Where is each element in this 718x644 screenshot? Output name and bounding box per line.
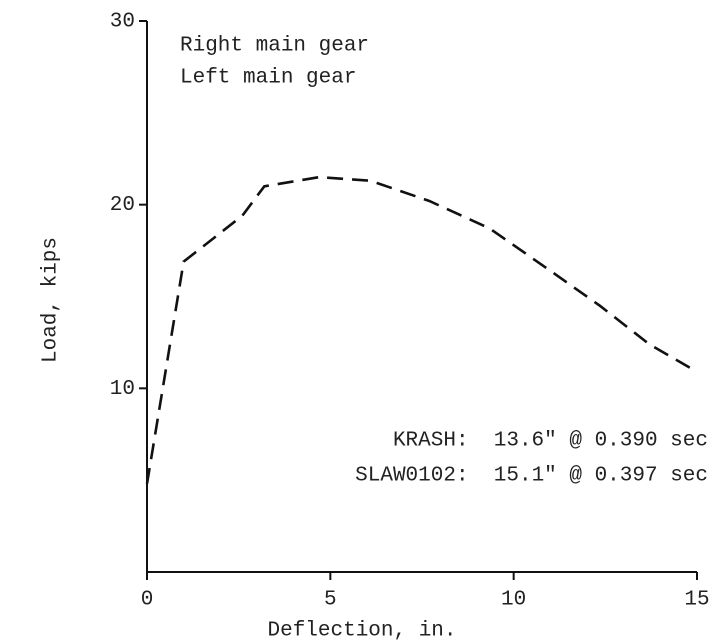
x-tick-label: 5 <box>324 589 337 612</box>
y-axis-label: Load, kips <box>40 237 63 363</box>
legend-entry: Left main gear <box>180 67 356 90</box>
x-axis-label: Deflection, in. <box>267 620 456 643</box>
y-tick-label: 20 <box>110 194 135 217</box>
y-tick-label: 10 <box>110 378 135 401</box>
x-tick-label: 0 <box>141 589 154 612</box>
legend-entry: Right main gear <box>180 35 369 58</box>
data-line <box>145 175 698 485</box>
annotation: SLAW0102: 15.1" @ 0.397 sec <box>355 465 708 488</box>
annotation: KRASH: 13.6" @ 0.390 sec <box>393 430 708 453</box>
x-tick-label: 10 <box>501 589 526 612</box>
x-tick-label: 15 <box>684 589 709 612</box>
y-tick-label: 30 <box>110 11 135 34</box>
